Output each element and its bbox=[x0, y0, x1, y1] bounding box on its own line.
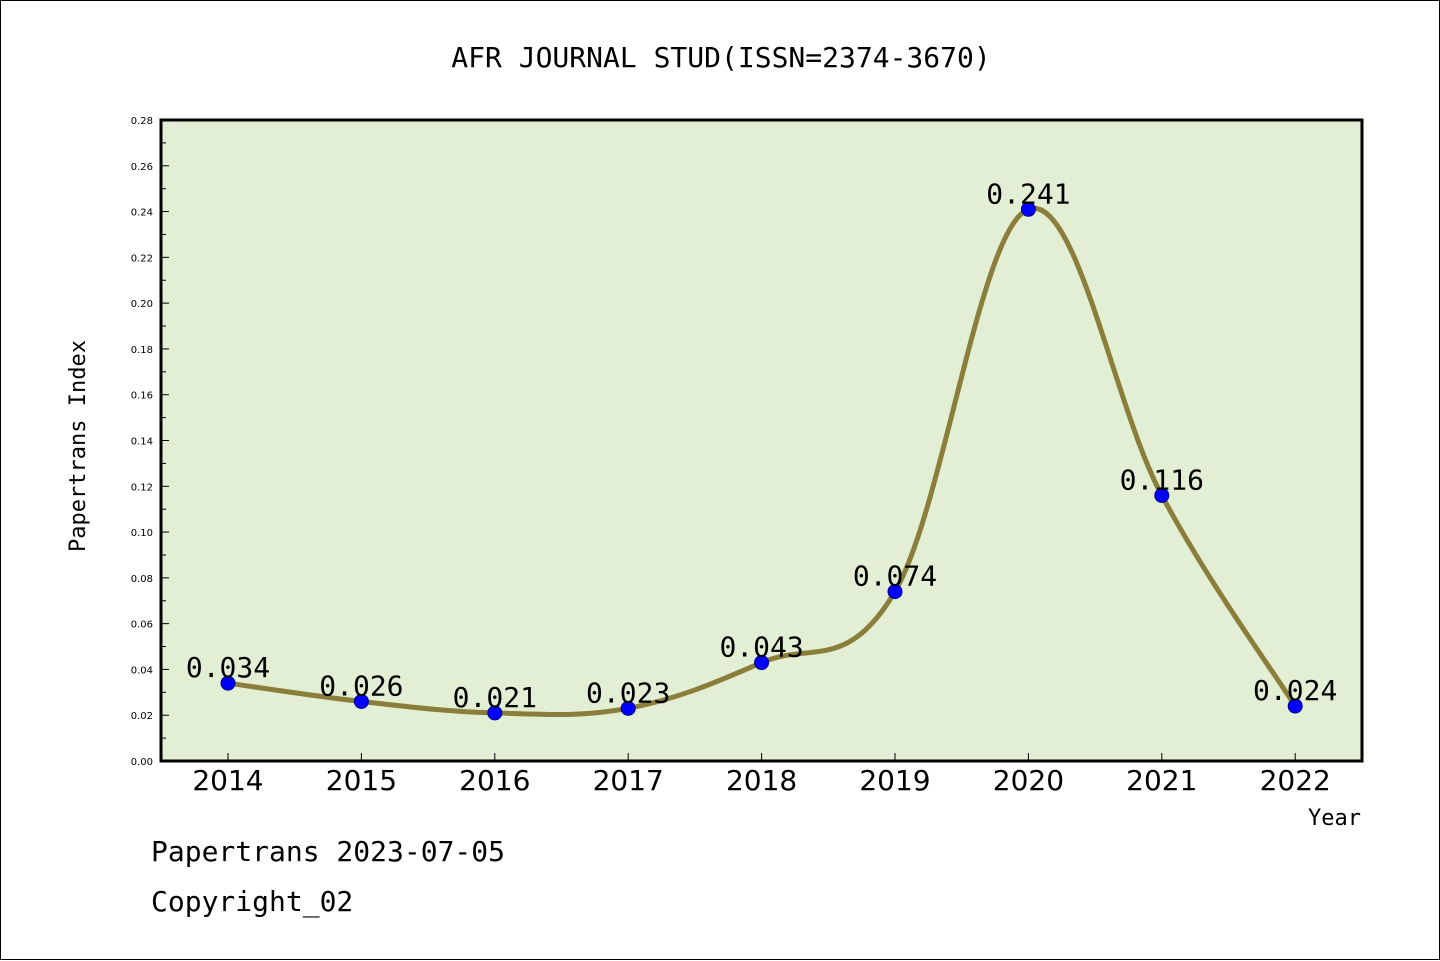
y-tick-label: 0.04 bbox=[131, 665, 153, 676]
x-tick-label: 2020 bbox=[993, 764, 1064, 797]
y-axis-label: Papertrans Index bbox=[66, 340, 91, 552]
y-tick-label: 0.16 bbox=[131, 391, 153, 402]
x-axis-label: Year bbox=[1308, 806, 1361, 831]
series-line bbox=[227, 205, 1298, 717]
data-point bbox=[887, 584, 903, 600]
data-label: 0.023 bbox=[586, 676, 670, 709]
y-tick-label: 0.00 bbox=[131, 757, 153, 768]
data-point bbox=[620, 700, 636, 716]
x-tick-label: 2017 bbox=[593, 764, 664, 797]
data-point bbox=[754, 655, 770, 671]
y-tick-label: 0.26 bbox=[131, 162, 153, 173]
y-tick-label: 0.10 bbox=[131, 528, 153, 539]
y-tick-label: 0.22 bbox=[131, 253, 153, 264]
x-tick-label: 2014 bbox=[192, 764, 263, 797]
footer-copyright: Copyright_02 bbox=[151, 885, 354, 918]
y-tick-label: 0.02 bbox=[131, 711, 153, 722]
data-label: 0.026 bbox=[319, 669, 403, 702]
x-tick-label: 2022 bbox=[1260, 764, 1331, 797]
data-markers bbox=[220, 201, 1303, 721]
data-label: 0.116 bbox=[1120, 463, 1204, 496]
y-axis: 0.00 0.02 0.04 0.06 0.08 0.10 0.12 0.14 0.16 0.18… bbox=[131, 116, 169, 768]
data-label: 0.034 bbox=[186, 651, 270, 684]
y-tick-label: 0.20 bbox=[131, 299, 153, 310]
y-tick-label: 0.14 bbox=[131, 437, 153, 448]
y-tick-label: 0.28 bbox=[131, 116, 153, 127]
y-tick-label: 0.12 bbox=[131, 482, 153, 493]
data-label: 0.021 bbox=[453, 681, 537, 714]
x-tick-label: 2016 bbox=[459, 764, 530, 797]
data-label: 0.241 bbox=[986, 177, 1070, 210]
y-tick-label: 0.06 bbox=[131, 620, 153, 631]
chart-title: AFR JOURNAL STUD(ISSN=2374-3670) bbox=[451, 41, 990, 74]
data-label: 0.024 bbox=[1253, 674, 1337, 707]
data-point bbox=[220, 675, 236, 691]
data-point bbox=[1020, 201, 1036, 217]
y-tick-label: 0.08 bbox=[131, 574, 153, 585]
footer-date: Papertrans 2023-07-05 bbox=[151, 835, 506, 868]
x-tick-label: 2015 bbox=[326, 764, 397, 797]
data-label: 0.074 bbox=[853, 560, 937, 593]
x-axis: 2014 2015 2016 2017 2018 2019 2020 2021 2022 bbox=[192, 753, 1331, 797]
data-labels: 0.034 0.026 0.021 0.023 0.043 0.074 0.241 0.116… bbox=[186, 177, 1337, 714]
data-point bbox=[487, 705, 503, 721]
x-tick-label: 2021 bbox=[1126, 764, 1197, 797]
y-tick-label: 0.18 bbox=[131, 345, 153, 356]
data-point bbox=[1154, 487, 1170, 503]
y-tick-label: 0.24 bbox=[131, 208, 153, 219]
data-point bbox=[353, 693, 369, 709]
plot-area bbox=[159, 118, 1364, 763]
data-point bbox=[1287, 698, 1303, 714]
x-tick-label: 2019 bbox=[859, 764, 930, 797]
data-label: 0.043 bbox=[719, 631, 803, 664]
x-tick-label: 2018 bbox=[726, 764, 797, 797]
